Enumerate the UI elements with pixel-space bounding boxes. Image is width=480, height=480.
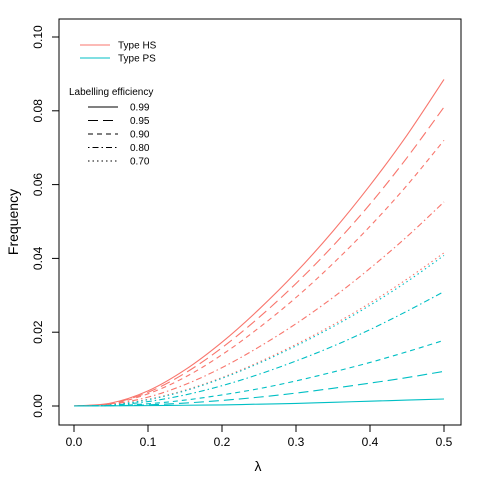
efficiency-legend-label: 0.99 [130, 103, 150, 114]
series-line-ps-099 [73, 398, 445, 407]
type-legend-label: Type PS [118, 54, 156, 65]
series-line-ps-080 [73, 291, 445, 407]
y-tick-label: 0.10 [31, 25, 45, 49]
series-line-ps-070 [73, 255, 445, 407]
x-tick-label: 0.5 [436, 435, 453, 449]
y-tick-label: 0.08 [31, 99, 45, 123]
x-tick-label: 0.3 [288, 435, 305, 449]
x-tick-label: 0.0 [66, 435, 83, 449]
type-legend: Type HS Type PS [80, 41, 157, 65]
y-tick-label: 0.04 [31, 246, 45, 270]
y-axis: 0.00 0.02 0.04 0.06 0.08 0.10 [31, 25, 60, 418]
y-tick-label: 0.00 [31, 394, 45, 418]
series-line-hs-090 [73, 139, 445, 407]
efficiency-legend-title: Labelling efficiency [69, 87, 153, 98]
efficiency-legend: Labelling efficiency 0.99 0.95 0.90 0.80 0.7… [69, 87, 153, 168]
series-line-hs-080 [73, 201, 445, 407]
y-tick-label: 0.02 [31, 320, 45, 344]
series-line-hs-095 [73, 106, 445, 407]
x-tick-label: 0.4 [362, 435, 379, 449]
x-axis: 0.0 0.1 0.2 0.3 0.4 0.5 [66, 424, 453, 449]
efficiency-legend-label: 0.95 [130, 116, 150, 127]
efficiency-legend-label: 0.80 [130, 143, 150, 154]
series-line-ps-090 [73, 339, 445, 407]
efficiency-legend-label: 0.70 [130, 157, 150, 168]
x-tick-label: 0.2 [214, 435, 231, 449]
type-legend-label: Type HS [118, 41, 157, 52]
y-tick-label: 0.06 [31, 173, 45, 197]
y-axis-title: Frequency [5, 189, 21, 255]
series-line-hs-099 [73, 79, 445, 407]
series-layer [73, 79, 445, 407]
efficiency-legend-label: 0.90 [130, 130, 150, 141]
x-tick-label: 0.1 [140, 435, 157, 449]
x-axis-title: λ [255, 458, 262, 474]
